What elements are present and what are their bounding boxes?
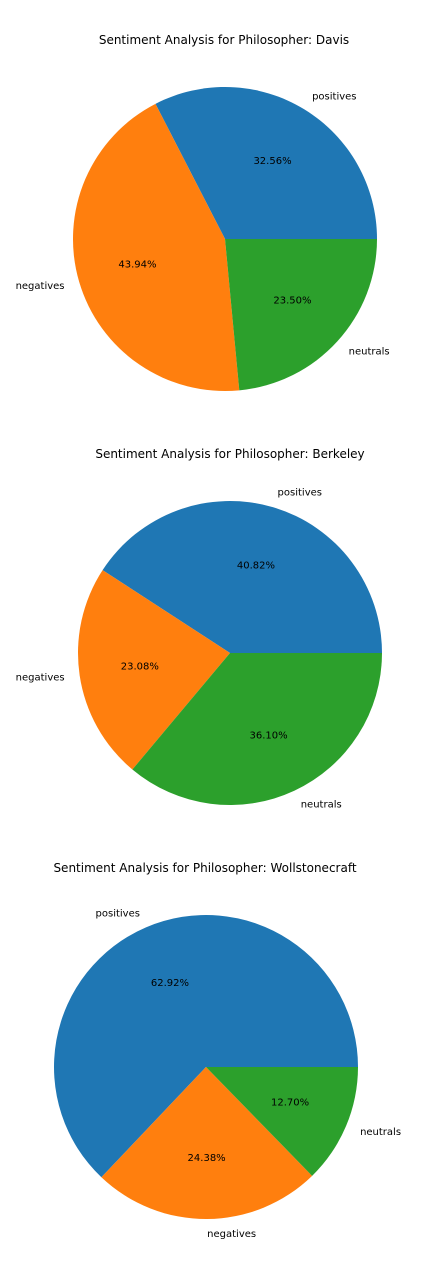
slice-percent-label: 32.56% [253, 156, 291, 167]
slice-label: positives [278, 488, 322, 499]
pie-slice-negatives [77, 570, 230, 770]
pie-slice-negatives [72, 103, 240, 392]
slice-percent-label: 62.92% [151, 978, 189, 989]
slice-label: neutrals [349, 347, 390, 358]
pie-slice-positives [102, 500, 382, 653]
slice-percent-label: 23.50% [273, 295, 311, 306]
slice-label: positives [312, 91, 356, 102]
pie-chart-wollstonecraft: Sentiment Analysis for Philosopher: Woll… [53, 861, 401, 1240]
pie-slice-negatives [101, 1067, 313, 1220]
chart-title: Sentiment Analysis for Philosopher: Berk… [95, 447, 364, 461]
pie-slice-positives [54, 915, 359, 1178]
slice-label: positives [96, 908, 140, 919]
pie-slices [72, 87, 377, 392]
pie-chart-davis: Sentiment Analysis for Philosopher: Davi… [16, 33, 390, 392]
pie-slice-neutrals [206, 1067, 358, 1176]
slice-percent-label: 40.82% [237, 561, 275, 572]
pie-slice-positives [155, 87, 377, 240]
slice-percent-label: 12.70% [271, 1097, 309, 1108]
slice-label: neutrals [301, 800, 342, 811]
pie-chart-berkeley: Sentiment Analysis for Philosopher: Berk… [16, 447, 382, 811]
slice-label: neutrals [360, 1127, 401, 1138]
slice-percent-label: 23.08% [121, 661, 159, 672]
chart-title: Sentiment Analysis for Philosopher: Davi… [99, 33, 349, 47]
slice-label: negatives [207, 1229, 256, 1240]
slice-percent-label: 24.38% [188, 1153, 226, 1164]
slice-label: negatives [16, 673, 65, 684]
slice-percent-label: 43.94% [118, 260, 156, 271]
pie-slices [77, 500, 382, 806]
pie-slices [54, 915, 359, 1220]
slice-percent-label: 36.10% [249, 731, 287, 742]
chart-title: Sentiment Analysis for Philosopher: Woll… [53, 861, 356, 875]
slice-label: negatives [16, 281, 65, 292]
pie-slice-neutrals [225, 239, 377, 391]
pie-slice-neutrals [132, 653, 382, 806]
